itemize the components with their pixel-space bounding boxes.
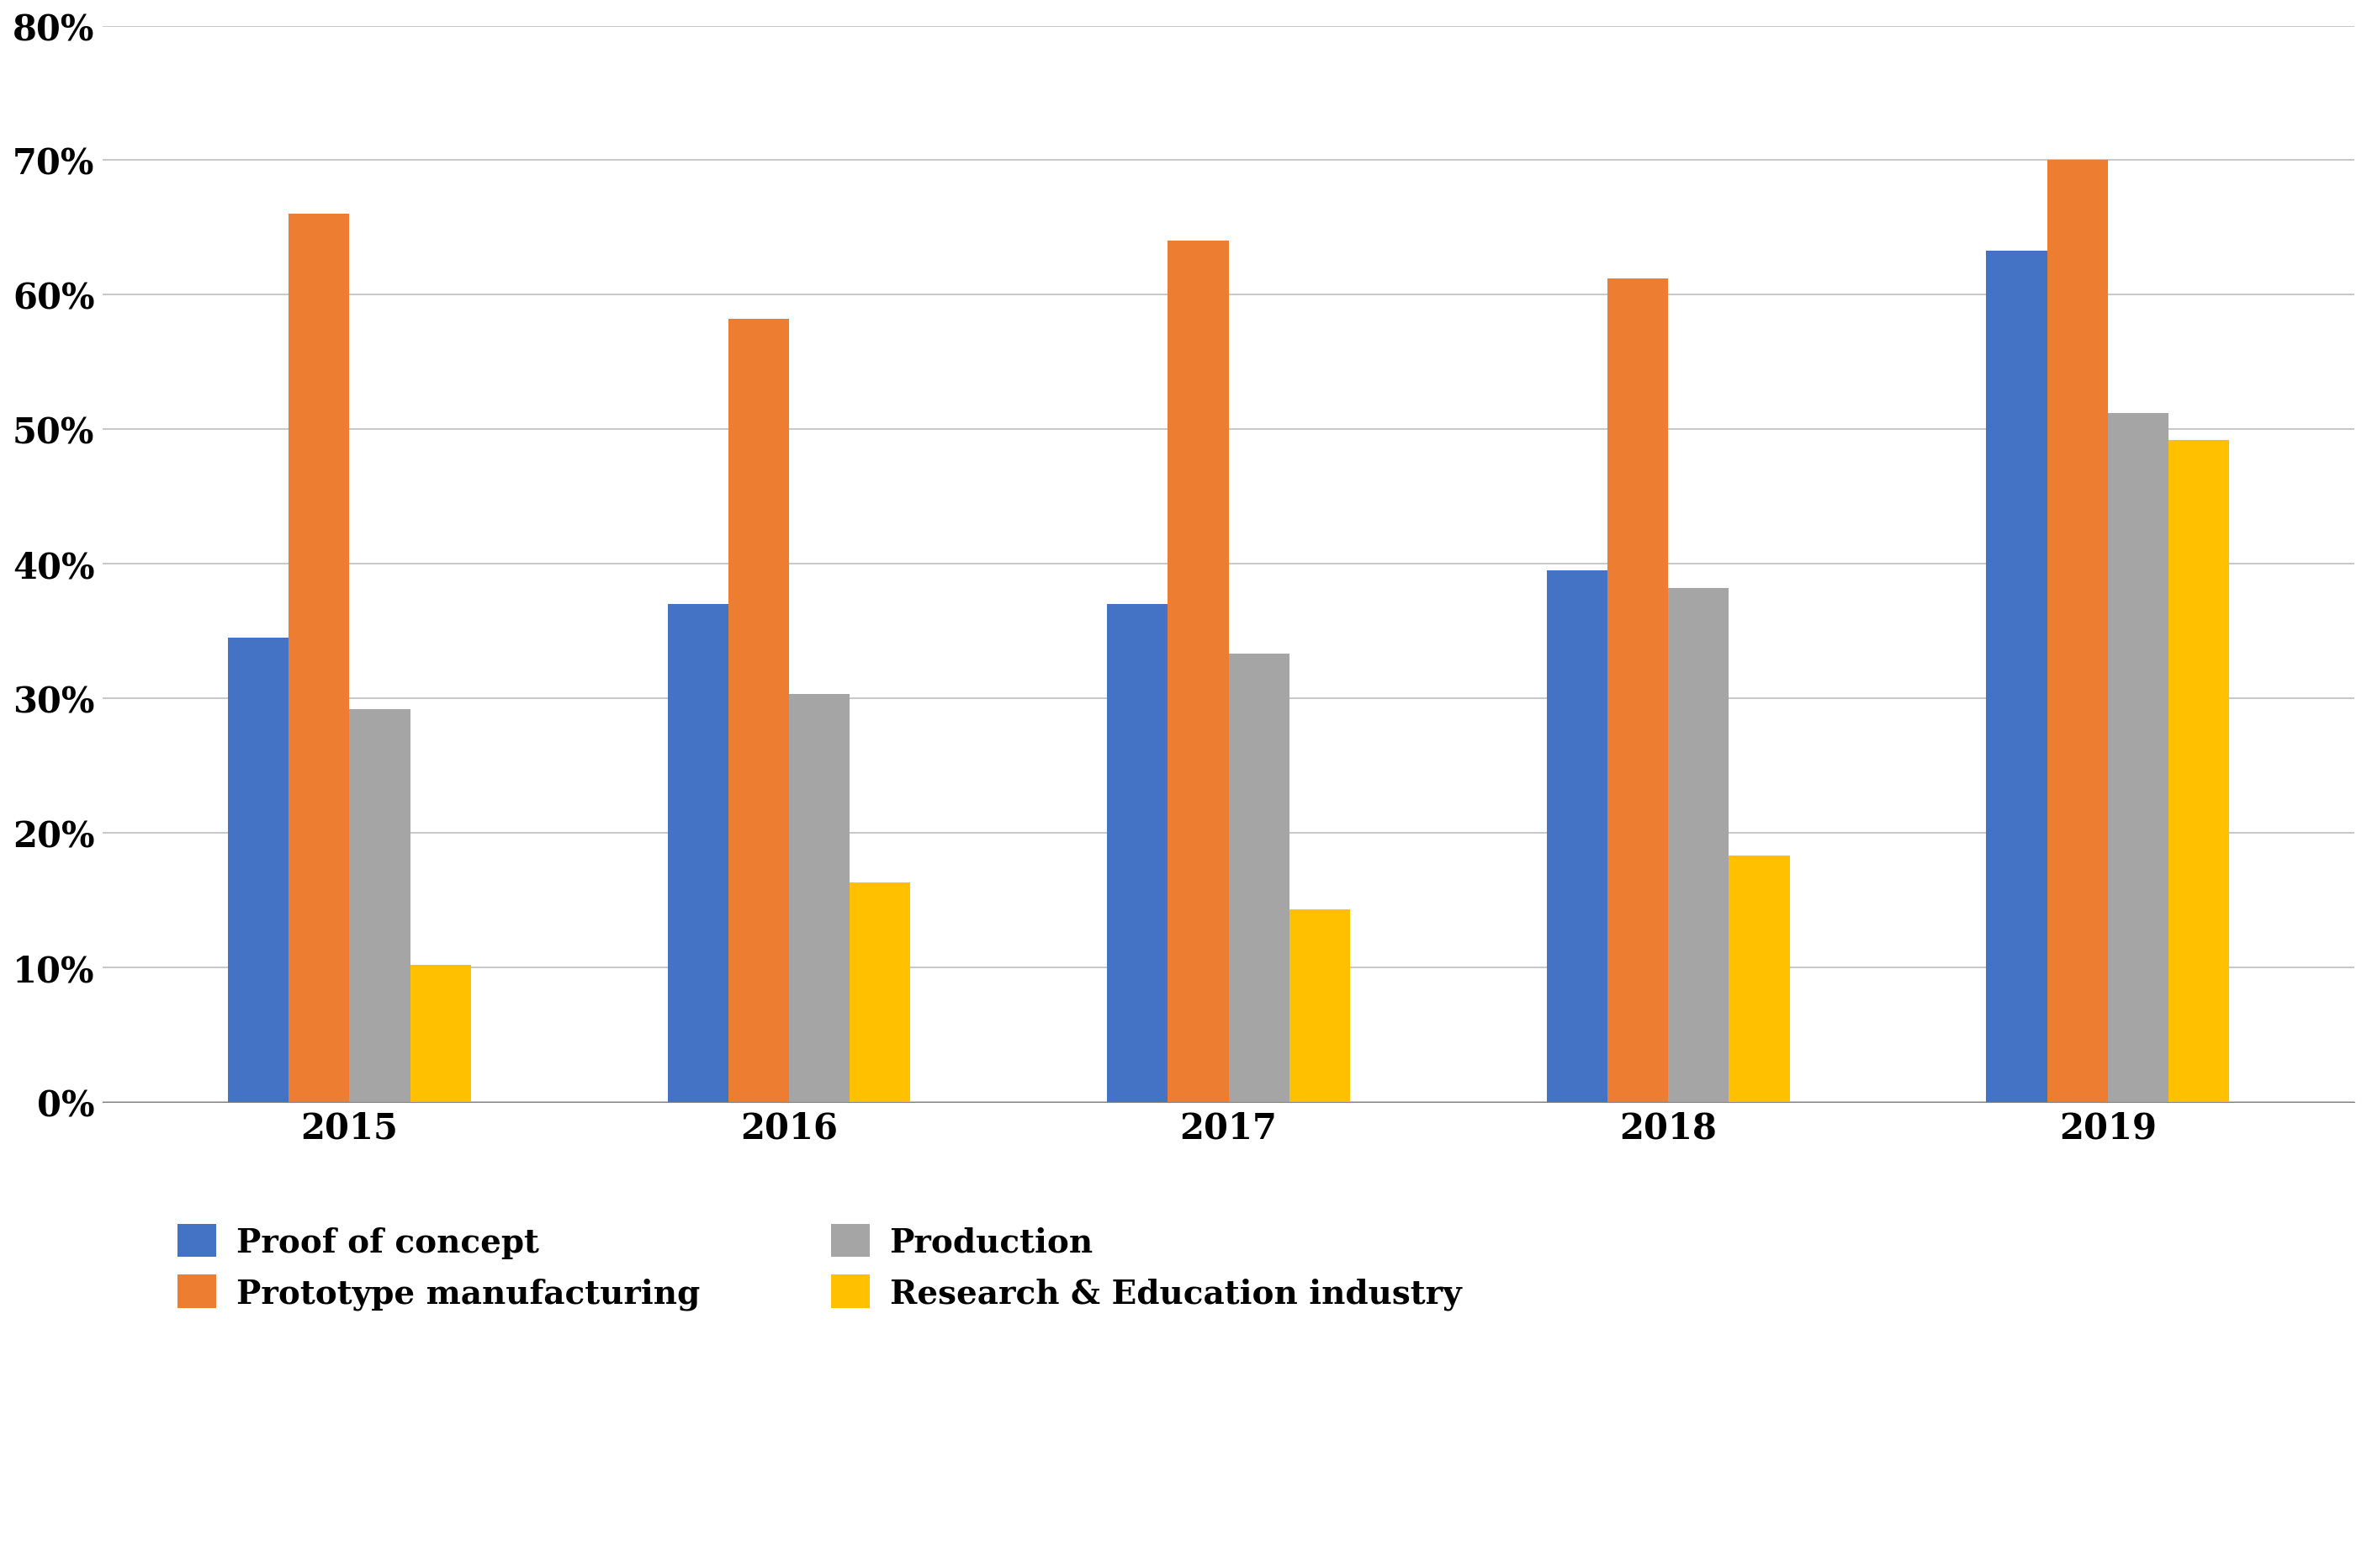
Bar [850,883,911,1102]
Bar [1986,251,2047,1102]
Bar [1228,654,1290,1102]
Bar [227,638,289,1102]
Bar [788,695,850,1102]
Legend: Proof of concept, Prototype manufacturing, Production, Research & Education indu: Proof of concept, Prototype manufacturin… [163,1210,1475,1322]
Bar [350,710,409,1102]
Bar [1607,279,1669,1102]
Bar [1546,571,1607,1102]
Bar [1669,588,1728,1102]
Bar [2107,414,2168,1102]
Bar [2047,162,2107,1102]
Bar [409,966,471,1102]
Bar [1167,241,1228,1102]
Bar [289,215,350,1102]
Bar [1108,605,1167,1102]
Bar [729,320,788,1102]
Bar [1290,909,1349,1102]
Bar [2168,441,2230,1102]
Bar [1728,856,1789,1102]
Bar [667,605,729,1102]
